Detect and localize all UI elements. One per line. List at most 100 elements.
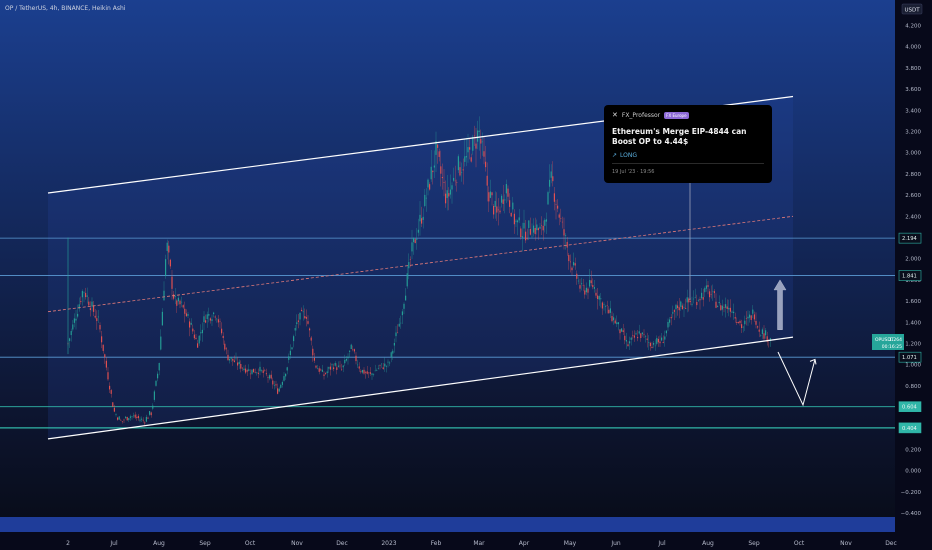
y-tick-label: 2.800 [905, 172, 921, 178]
y-tick-label: 2.400 [905, 214, 921, 220]
candle-body [430, 166, 432, 180]
candle-body [761, 329, 763, 334]
candle-body [592, 284, 594, 288]
candle-body [253, 368, 255, 373]
candle-body [301, 309, 303, 312]
candle-body [307, 321, 309, 324]
candle-body [166, 242, 168, 251]
candle-body [147, 417, 149, 419]
candle-body [112, 402, 114, 407]
candle-body [331, 364, 333, 366]
candle-body [544, 219, 546, 226]
currency-selector[interactable]: USDT [901, 3, 923, 15]
candle-body [251, 369, 253, 374]
price-tag-countdown: 00:16:25 [882, 344, 902, 350]
candle-body [571, 267, 573, 271]
candle-body [593, 287, 595, 289]
time-axis[interactable]: 2 Jul Aug Sep Oct Nov Dec 2023 Feb Mar Apr May Jun Ju… [66, 540, 897, 547]
candle-body [241, 367, 243, 369]
candle-body [89, 308, 91, 311]
candle-body [483, 151, 485, 157]
candle-body [120, 419, 122, 421]
level-tag-box [898, 232, 922, 244]
candle-body [198, 335, 200, 344]
candle-body [83, 292, 85, 293]
candle-body [161, 311, 163, 326]
candle-body [609, 308, 611, 313]
x-tick-label: Mar [473, 540, 485, 547]
y-tick-label: 1.600 [905, 299, 921, 305]
candle-body [230, 356, 232, 359]
candle-body [680, 301, 682, 307]
candle-body [667, 321, 669, 328]
candle-body [657, 338, 659, 343]
candle-body [453, 177, 455, 181]
candle-body [579, 285, 581, 289]
candle-body [507, 188, 509, 197]
candle-body [329, 366, 331, 370]
candle-body [243, 368, 245, 371]
candle-body [525, 231, 527, 241]
x-tick-label: Sep [748, 540, 760, 547]
candle-body [629, 341, 631, 344]
candle-body [125, 416, 127, 418]
candle-body [80, 301, 82, 303]
y-tick-label: 3.400 [905, 108, 921, 114]
candle-body [465, 156, 467, 158]
idea-title[interactable]: Ethereum's Merge EIP-4844 can Boost OP t… [612, 127, 747, 146]
candle-body [323, 374, 325, 376]
forecast-zigzag-path [777, 351, 816, 407]
candle-body [145, 416, 147, 422]
idea-author[interactable]: FX_Professor [621, 111, 661, 119]
candle-body [216, 318, 218, 320]
candle-body [227, 354, 229, 361]
candle-body [654, 345, 656, 347]
candle-body [757, 326, 759, 328]
candle-body [136, 416, 138, 418]
candle-body [481, 141, 483, 143]
candle-body [707, 285, 709, 287]
y-tick-label: 1.200 [905, 342, 921, 348]
candle-body [177, 297, 179, 302]
candle-body [765, 330, 767, 336]
candle-body [560, 217, 562, 219]
candle-body [624, 335, 626, 341]
candle-body [529, 228, 531, 235]
level-tag-label: 0.404 [902, 426, 918, 432]
candle-body [355, 355, 357, 362]
y-tick-label: 1.800 [905, 278, 921, 284]
candle-body [275, 384, 277, 386]
candle-body [734, 317, 736, 319]
candle-body [313, 357, 315, 361]
candle-body [390, 352, 392, 357]
candle-body [336, 367, 338, 370]
candle-body [94, 315, 96, 318]
candle-body [400, 322, 402, 324]
candle-body [445, 193, 447, 204]
candle-body [305, 317, 307, 319]
candle-body [763, 333, 765, 339]
x-tick-label: Jul [109, 540, 118, 547]
candle-body [425, 197, 427, 199]
candle-body [646, 338, 648, 340]
candle-body [278, 388, 280, 392]
candle-body [206, 314, 208, 320]
candle-body [496, 206, 498, 213]
candle-body [566, 241, 568, 248]
candle-body [750, 315, 752, 320]
candle-body [432, 170, 434, 173]
candle-body [233, 360, 235, 363]
x-tick-label: Nov [840, 540, 852, 547]
candle-body [297, 320, 299, 322]
candle-body [608, 309, 610, 314]
candle-body [552, 176, 554, 182]
idea-card[interactable]: ✕ FX_Professor FX Europe Ethereum's Merg… [604, 105, 772, 183]
candle-body [302, 311, 304, 313]
candle-body [299, 312, 301, 320]
candle-body [689, 300, 691, 302]
candle-body [744, 320, 746, 325]
candle-body [686, 297, 688, 303]
candle-body [577, 280, 579, 282]
